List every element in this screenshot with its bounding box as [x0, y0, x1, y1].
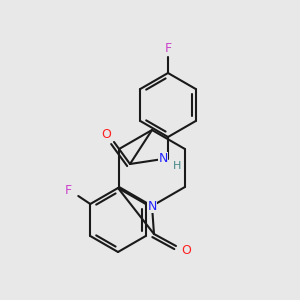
Text: O: O: [181, 244, 191, 256]
Text: F: F: [164, 43, 172, 56]
Text: N: N: [147, 200, 157, 212]
Text: O: O: [101, 128, 111, 140]
Text: H: H: [173, 161, 181, 171]
Text: N: N: [158, 152, 168, 166]
Text: F: F: [65, 184, 72, 196]
